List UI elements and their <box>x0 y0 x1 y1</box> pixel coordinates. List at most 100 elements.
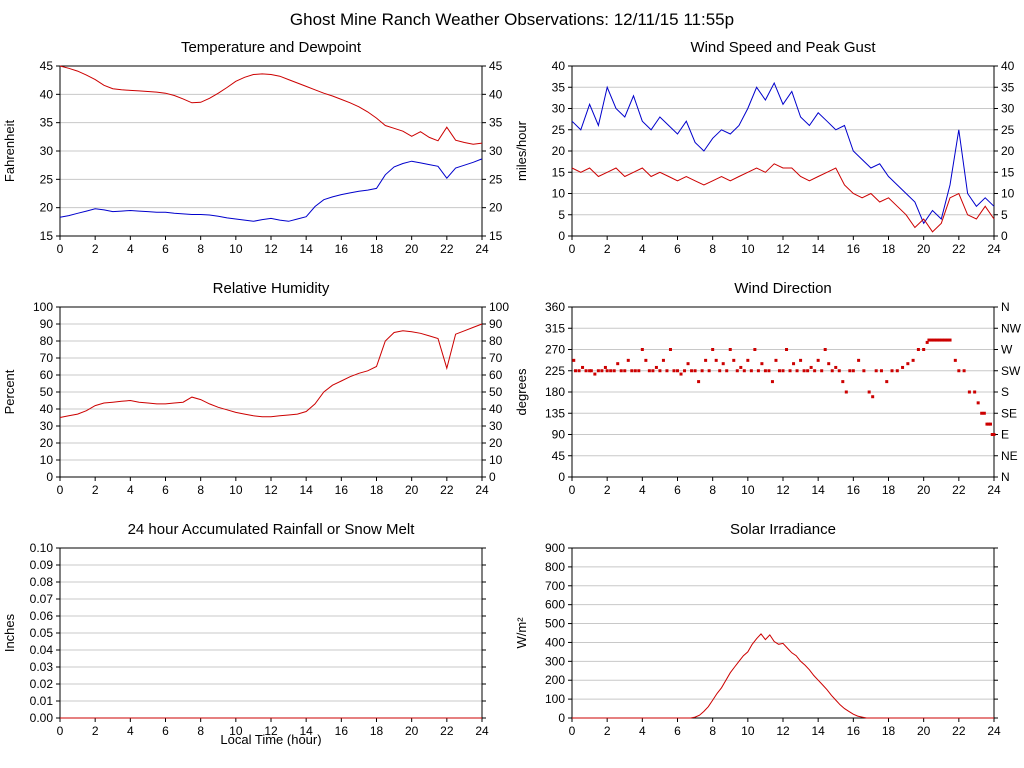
svg-text:12: 12 <box>776 242 790 256</box>
svg-text:30: 30 <box>40 144 54 158</box>
svg-text:900: 900 <box>545 541 565 555</box>
chart-wind-speed-gust: Wind Speed and Peak Gust 0 0 5 5 10 10 15 15 20 2… <box>512 38 1024 269</box>
svg-text:0: 0 <box>569 483 576 497</box>
svg-text:0.00: 0.00 <box>30 711 54 725</box>
svg-text:135: 135 <box>545 406 565 420</box>
svg-text:10: 10 <box>229 483 243 497</box>
svg-text:6: 6 <box>674 724 681 738</box>
svg-text:0: 0 <box>57 242 64 256</box>
svg-text:90: 90 <box>489 317 503 331</box>
svg-text:14: 14 <box>811 724 825 738</box>
svg-text:0.05: 0.05 <box>30 626 54 640</box>
chart-temperature-dewpoint: Temperature and Dewpoint 15 15 20 20 25 25 30 3… <box>0 38 512 269</box>
svg-text:45: 45 <box>489 59 503 73</box>
svg-text:2: 2 <box>92 724 99 738</box>
relative-humidity-title: Relative Humidity <box>212 280 330 297</box>
svg-text:14: 14 <box>299 724 313 738</box>
svg-text:22: 22 <box>952 242 966 256</box>
svg-text:4: 4 <box>127 483 134 497</box>
svg-text:20: 20 <box>1001 144 1015 158</box>
svg-text:18: 18 <box>882 724 896 738</box>
svg-text:600: 600 <box>545 598 565 612</box>
svg-text:16: 16 <box>335 242 349 256</box>
temperature-dewpoint-title: Temperature and Dewpoint <box>180 39 362 56</box>
svg-text:8: 8 <box>709 242 716 256</box>
svg-text:50: 50 <box>40 385 54 399</box>
svg-text:40: 40 <box>40 87 54 101</box>
svg-text:100: 100 <box>489 300 509 314</box>
svg-text:24: 24 <box>475 724 489 738</box>
svg-text:0.01: 0.01 <box>30 694 54 708</box>
svg-text:20: 20 <box>40 436 54 450</box>
svg-text:0: 0 <box>489 470 496 484</box>
svg-text:100: 100 <box>33 300 53 314</box>
svg-text:6: 6 <box>674 242 681 256</box>
svg-text:60: 60 <box>40 368 54 382</box>
svg-text:360: 360 <box>545 300 565 314</box>
svg-text:35: 35 <box>552 80 566 94</box>
svg-text:15: 15 <box>552 165 566 179</box>
svg-text:16: 16 <box>847 242 861 256</box>
svg-text:20: 20 <box>489 436 503 450</box>
svg-text:NE: NE <box>1001 449 1018 463</box>
weather-dashboard: Ghost Mine Ranch Weather Observations: 1… <box>0 10 1024 768</box>
svg-text:40: 40 <box>40 402 54 416</box>
svg-text:SE: SE <box>1001 406 1017 420</box>
svg-text:700: 700 <box>545 579 565 593</box>
svg-text:40: 40 <box>1001 59 1015 73</box>
svg-text:20: 20 <box>917 483 931 497</box>
svg-text:0.08: 0.08 <box>30 575 54 589</box>
rainfall-title: 24 hour Accumulated Rainfall or Snow Mel… <box>127 521 415 538</box>
svg-text:270: 270 <box>545 343 565 357</box>
charts-grid: Temperature and Dewpoint 15 15 20 20 25 25 30 3… <box>0 38 1024 751</box>
svg-text:15: 15 <box>489 229 503 243</box>
svg-text:SW: SW <box>1001 364 1021 378</box>
svg-text:12: 12 <box>264 483 278 497</box>
svg-text:2: 2 <box>92 483 99 497</box>
svg-text:300: 300 <box>545 654 565 668</box>
svg-text:225: 225 <box>545 364 565 378</box>
svg-text:400: 400 <box>545 635 565 649</box>
svg-text:10: 10 <box>229 242 243 256</box>
svg-text:70: 70 <box>40 351 54 365</box>
svg-text:40: 40 <box>489 402 503 416</box>
svg-text:18: 18 <box>370 724 384 738</box>
svg-text:0.07: 0.07 <box>30 592 54 606</box>
svg-text:6: 6 <box>674 483 681 497</box>
svg-text:45: 45 <box>552 449 566 463</box>
svg-text:20: 20 <box>917 724 931 738</box>
svg-text:16: 16 <box>335 483 349 497</box>
svg-text:14: 14 <box>299 483 313 497</box>
svg-text:Percent: Percent <box>2 369 17 414</box>
svg-text:25: 25 <box>552 123 566 137</box>
solar-irradiance-title: Solar Irradiance <box>730 521 836 538</box>
svg-text:12: 12 <box>264 242 278 256</box>
svg-text:30: 30 <box>1001 102 1015 116</box>
svg-text:12: 12 <box>264 724 278 738</box>
svg-text:8: 8 <box>709 483 716 497</box>
svg-text:30: 30 <box>489 419 503 433</box>
svg-text:degrees: degrees <box>514 368 529 415</box>
svg-text:30: 30 <box>489 144 503 158</box>
svg-text:18: 18 <box>370 483 384 497</box>
svg-text:100: 100 <box>545 692 565 706</box>
svg-text:0: 0 <box>558 229 565 243</box>
svg-text:W: W <box>1001 343 1013 357</box>
svg-text:Inches: Inches <box>2 613 17 652</box>
svg-text:8: 8 <box>197 724 204 738</box>
svg-text:S: S <box>1001 385 1009 399</box>
svg-text:30: 30 <box>552 102 566 116</box>
svg-text:22: 22 <box>440 724 454 738</box>
svg-text:0: 0 <box>558 711 565 725</box>
svg-text:35: 35 <box>40 116 54 130</box>
svg-text:40: 40 <box>552 59 566 73</box>
svg-text:315: 315 <box>545 321 565 335</box>
svg-text:10: 10 <box>229 724 243 738</box>
svg-text:500: 500 <box>545 617 565 631</box>
svg-text:20: 20 <box>917 242 931 256</box>
svg-text:10: 10 <box>40 453 54 467</box>
svg-text:22: 22 <box>440 483 454 497</box>
